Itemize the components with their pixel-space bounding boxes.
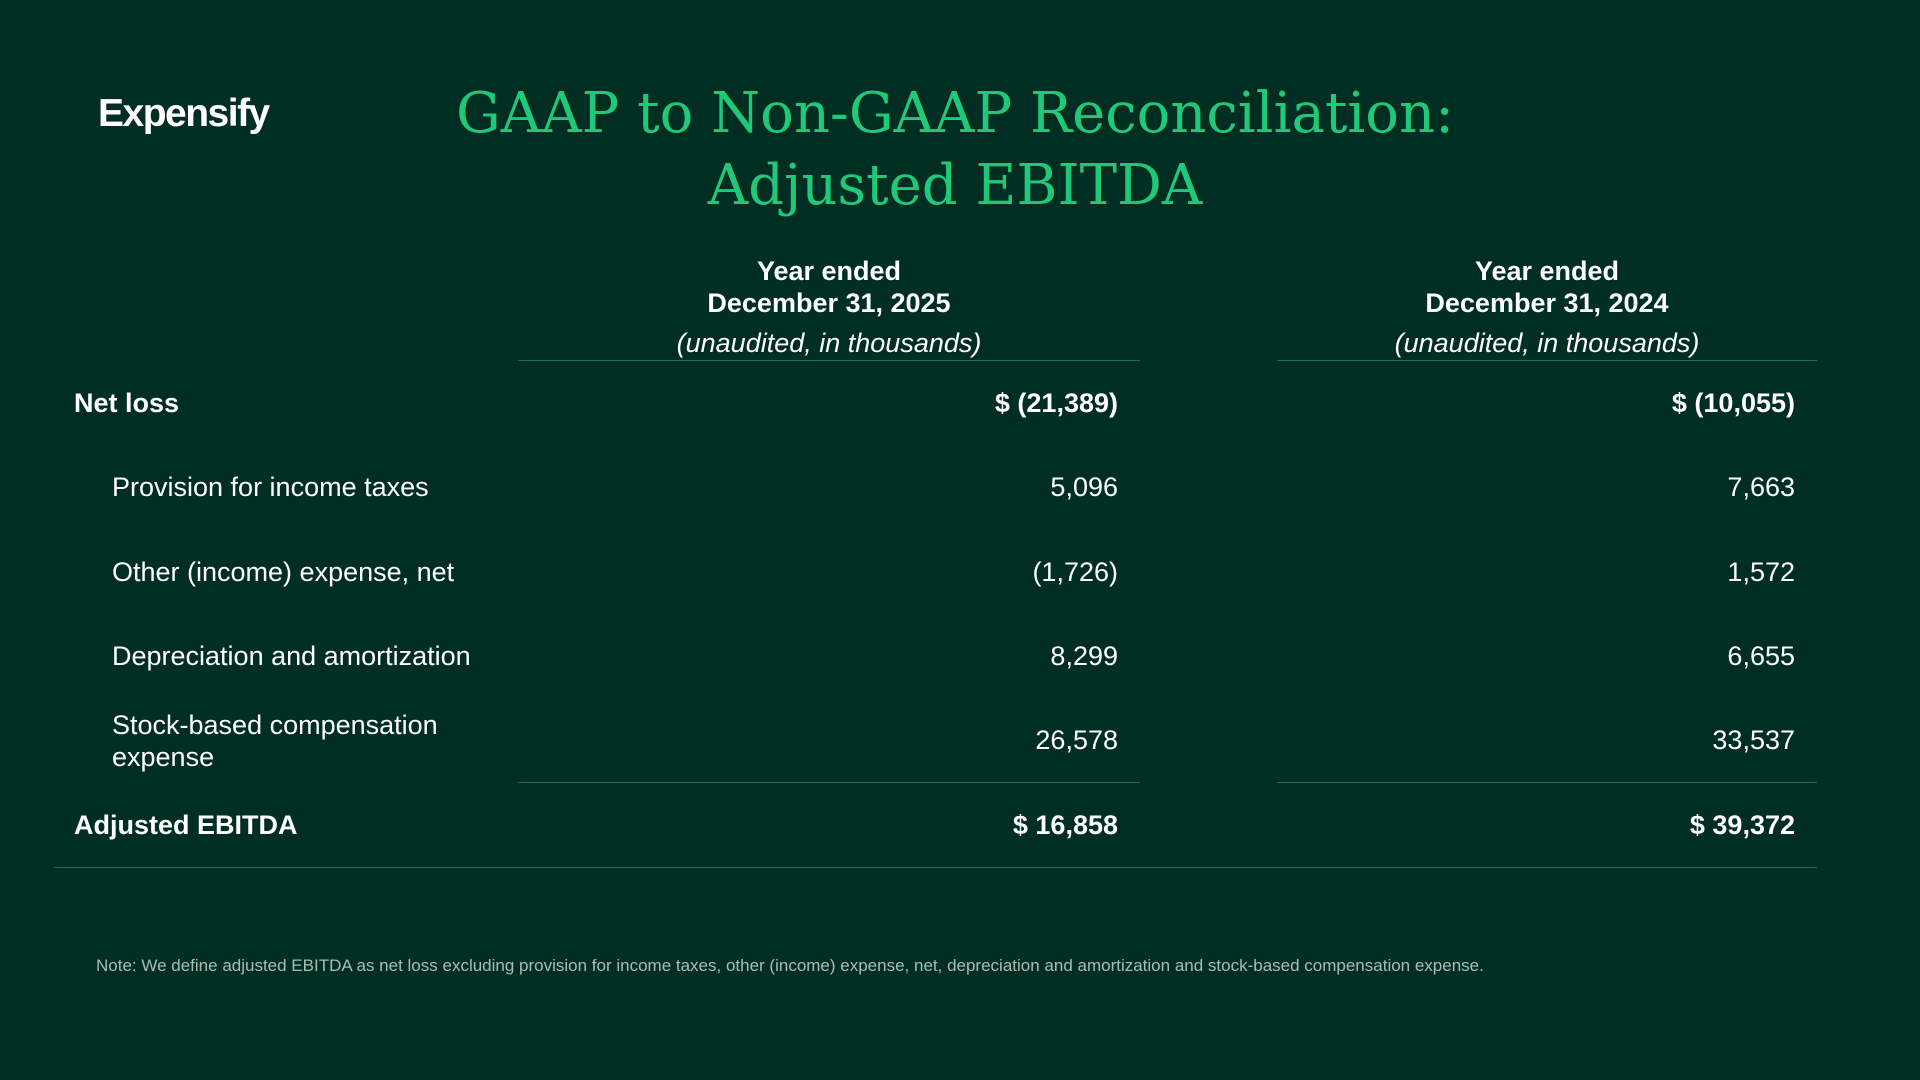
row-value-stock-comp-2025: 26,578 (1035, 725, 1118, 755)
page-title: GAAP to Non-GAAP Reconciliation: Adjuste… (380, 78, 1530, 222)
row-value-net-loss-2025: $ (21,389) (994, 388, 1118, 418)
row-value-adjusted-ebitda-2025: $ 16,858 (1012, 810, 1118, 840)
subtotal-rule-2025 (518, 782, 1140, 783)
row-label-other-income-expense: Other (income) expense, net (112, 557, 455, 587)
row-label-provision-income-taxes: Provision for income taxes (112, 472, 429, 502)
row-label-stock-based-compensation-line1: Stock-based compensation (112, 710, 438, 740)
row-value-provision-2024: 7,663 (1727, 472, 1795, 502)
row-label-depreciation-amortization: Depreciation and amortization (112, 641, 471, 671)
column-header-2025: Year ended December 31, 2025 (unaudited,… (518, 255, 1140, 359)
row-label-stock-based-compensation: Stock-based compensation expense (112, 709, 438, 773)
row-value-provision-2025: 5,096 (1050, 472, 1118, 502)
column-header-2024-line1: Year ended (1474, 256, 1620, 286)
row-value-depreciation-2025: 8,299 (1050, 641, 1118, 671)
header-rule-2025 (518, 360, 1140, 361)
column-header-2024-line2: December 31, 2024 (1425, 288, 1669, 318)
subtotal-rule-2024 (1277, 782, 1817, 783)
row-value-other-2025: (1,726) (1032, 557, 1118, 587)
row-label-net-loss: Net loss (74, 388, 180, 418)
row-value-net-loss-2024: $ (10,055) (1671, 388, 1795, 418)
row-value-adjusted-ebitda-2024: $ 39,372 (1689, 810, 1795, 840)
footnote: Note: We define adjusted EBITDA as net l… (96, 956, 1484, 975)
row-value-stock-comp-2024: 33,537 (1712, 725, 1795, 755)
table-bottom-rule (54, 867, 1817, 868)
title-line-1: GAAP to Non-GAAP Reconciliation: (456, 81, 1454, 146)
row-value-depreciation-2024: 6,655 (1727, 641, 1795, 671)
column-header-2025-note: (unaudited, in thousands) (676, 328, 982, 358)
column-header-2024: Year ended December 31, 2024 (unaudited,… (1277, 255, 1817, 359)
row-value-other-2024: 1,572 (1727, 557, 1795, 587)
header-rule-2024 (1277, 360, 1817, 361)
expensify-logo: Expensify (98, 92, 270, 135)
column-header-2024-note: (unaudited, in thousands) (1394, 328, 1700, 358)
title-line-2: Adjusted EBITDA (707, 153, 1203, 218)
row-label-adjusted-ebitda: Adjusted EBITDA (74, 810, 298, 840)
column-header-2025-line2: December 31, 2025 (707, 288, 951, 318)
row-label-stock-based-compensation-line2: expense (112, 742, 215, 772)
column-header-2025-line1: Year ended (756, 256, 902, 286)
